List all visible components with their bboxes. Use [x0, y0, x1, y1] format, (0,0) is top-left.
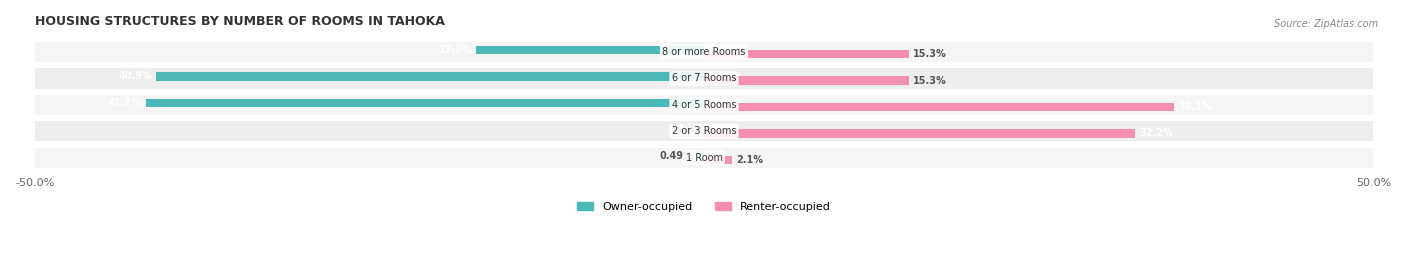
Bar: [704, 129, 1135, 138]
Text: 0.0%: 0.0%: [673, 124, 700, 134]
Bar: [146, 98, 704, 107]
Legend: Owner-occupied, Renter-occupied: Owner-occupied, Renter-occupied: [572, 197, 835, 216]
Bar: [35, 68, 1374, 89]
Text: 2 or 3 Rooms: 2 or 3 Rooms: [672, 126, 737, 136]
Text: 15.3%: 15.3%: [912, 76, 946, 86]
Text: 15.3%: 15.3%: [912, 49, 946, 59]
Text: 32.2%: 32.2%: [1139, 128, 1173, 139]
Text: HOUSING STRUCTURES BY NUMBER OF ROOMS IN TAHOKA: HOUSING STRUCTURES BY NUMBER OF ROOMS IN…: [35, 15, 444, 28]
Bar: [35, 121, 1374, 141]
Bar: [477, 46, 704, 54]
Text: 17.0%: 17.0%: [439, 45, 472, 55]
Bar: [35, 148, 1374, 168]
Bar: [697, 151, 704, 160]
Bar: [704, 103, 1174, 111]
Bar: [35, 42, 1374, 62]
Bar: [704, 50, 908, 58]
Text: 8 or more Rooms: 8 or more Rooms: [662, 47, 745, 57]
Text: 35.1%: 35.1%: [1178, 102, 1212, 112]
Text: 0.49%: 0.49%: [659, 151, 693, 161]
Text: 1 Room: 1 Room: [686, 153, 723, 163]
Bar: [704, 76, 908, 85]
Text: Source: ZipAtlas.com: Source: ZipAtlas.com: [1274, 19, 1378, 29]
Text: 4 or 5 Rooms: 4 or 5 Rooms: [672, 100, 737, 110]
Bar: [704, 156, 733, 164]
Text: 40.9%: 40.9%: [118, 71, 152, 81]
Text: 2.1%: 2.1%: [737, 155, 763, 165]
Bar: [35, 95, 1374, 115]
Text: 6 or 7 Rooms: 6 or 7 Rooms: [672, 73, 737, 83]
Bar: [156, 72, 704, 80]
Text: 41.7%: 41.7%: [108, 98, 142, 108]
